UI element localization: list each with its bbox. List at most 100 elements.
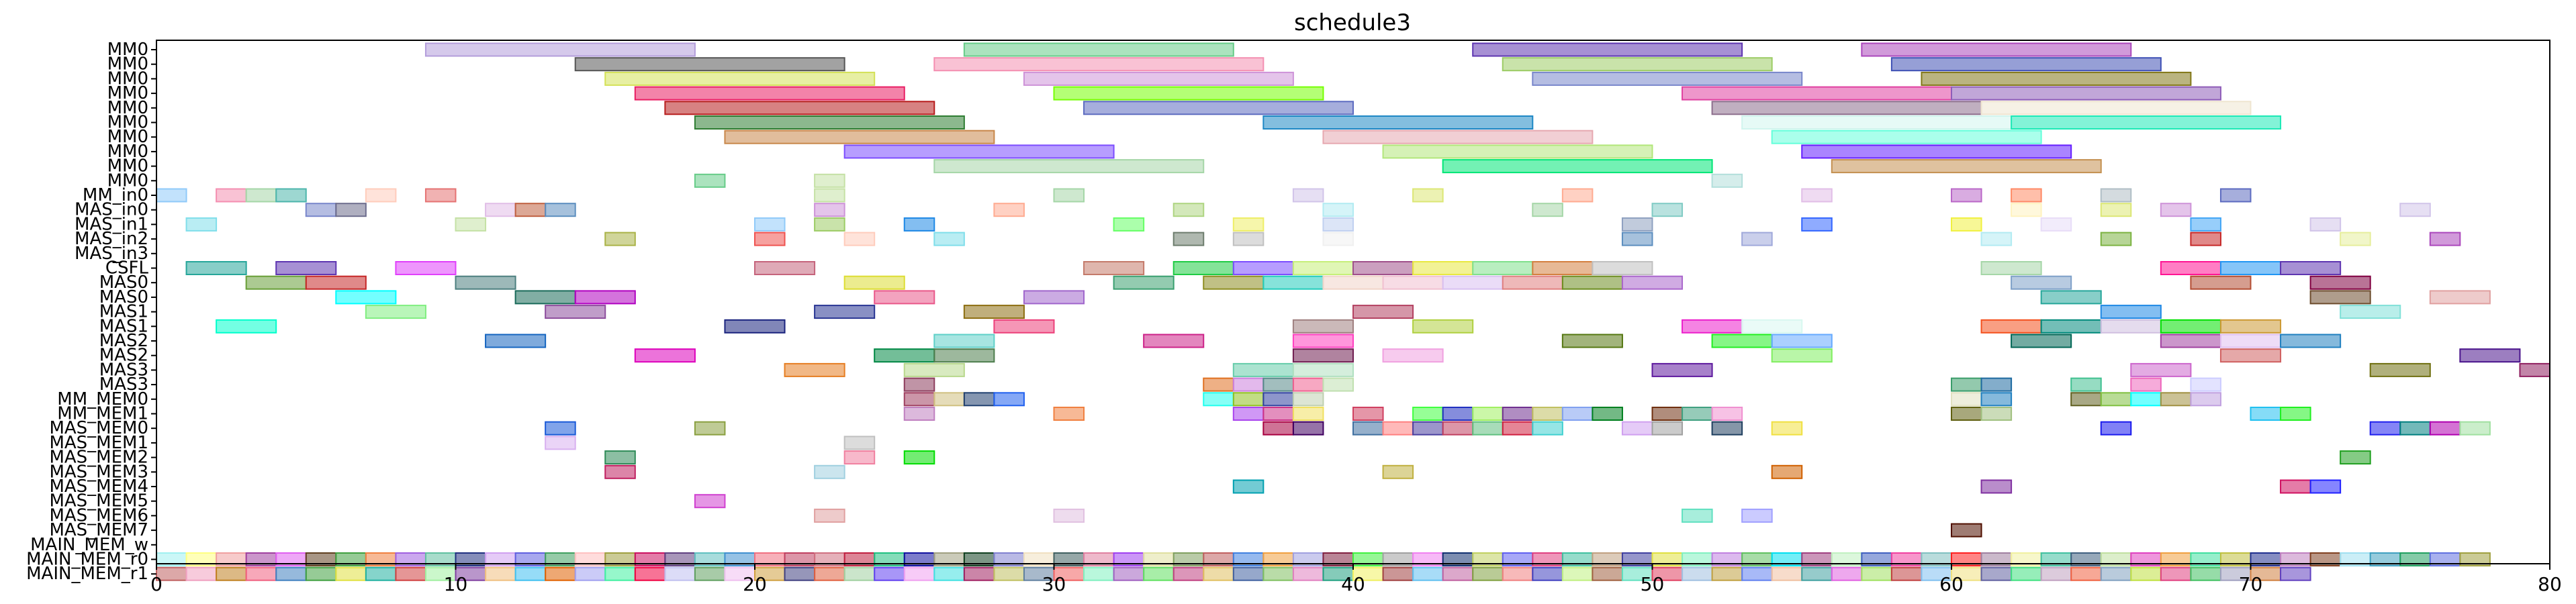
bar-228 (545, 421, 576, 436)
bar-185 (1262, 377, 1294, 392)
bars-layer (156, 42, 2550, 581)
bar-352 (335, 566, 367, 581)
bar-50 (2100, 188, 2132, 203)
bar-37 (216, 188, 247, 203)
bar-84 (933, 232, 965, 246)
bar-373 (963, 566, 995, 581)
bar-141 (2100, 305, 2162, 319)
bar-42 (814, 188, 845, 203)
bar-48 (1951, 188, 1982, 203)
bar-230 (1262, 421, 1294, 436)
bar-161 (1771, 334, 1833, 348)
bar-239 (1621, 421, 1653, 436)
bar-73 (1232, 217, 1264, 232)
bar-250 (604, 450, 636, 465)
bar-90 (1980, 232, 2013, 246)
bar-75 (1621, 217, 1653, 232)
bar-381 (1203, 566, 1234, 581)
bar-408 (2011, 566, 2042, 581)
bar-238 (1532, 421, 1563, 436)
bar-1 (963, 42, 1234, 57)
bar-17 (1083, 101, 1354, 115)
bar-81 (604, 232, 636, 246)
bar-192 (2190, 377, 2221, 392)
bar-122 (1502, 275, 1563, 290)
bar-393 (1561, 566, 1594, 581)
bar-251 (843, 450, 876, 465)
bar-186 (1292, 377, 1324, 392)
bar-6 (1502, 57, 1773, 72)
x-tick-label: 50 (1641, 573, 1665, 595)
bar-231 (1292, 421, 1324, 436)
bar-54 (485, 203, 516, 217)
bar-196 (993, 392, 1025, 407)
bar-348 (216, 566, 247, 581)
bar-164 (2219, 334, 2282, 348)
bar-168 (933, 348, 995, 363)
bar-87 (1322, 232, 1354, 246)
bar-95 (185, 261, 247, 275)
bar-107 (1592, 261, 1653, 275)
bar-368 (814, 566, 845, 581)
bar-18 (1711, 101, 1982, 115)
bar-25 (1322, 130, 1594, 144)
bar-26 (1771, 130, 2042, 144)
bar-120 (1382, 275, 1444, 290)
bar-12 (634, 86, 905, 101)
bar-260 (2280, 479, 2311, 494)
bar-121 (1442, 275, 1504, 290)
bar-246 (2429, 421, 2461, 436)
bar-222 (1682, 407, 1713, 421)
bar-378 (1113, 566, 1145, 581)
bar-39 (275, 188, 307, 203)
bar-242 (1771, 421, 1803, 436)
bar-263 (814, 508, 845, 523)
bar-241 (1711, 421, 1743, 436)
bar-358 (514, 566, 547, 581)
y-tick-label: MAS_MEM5 (49, 491, 148, 511)
bar-256 (1382, 464, 1414, 479)
bar-133 (2040, 290, 2102, 305)
y-tick-label: MAS_MEM6 (49, 505, 148, 525)
bar-211 (1262, 407, 1294, 421)
bar-91 (2100, 232, 2132, 246)
bar-5 (933, 57, 1264, 72)
bar-360 (574, 566, 606, 581)
bar-55 (514, 203, 547, 217)
bar-390 (1472, 566, 1504, 581)
bar-111 (2280, 261, 2342, 275)
bar-397 (1682, 566, 1713, 581)
bar-187 (1322, 377, 1354, 392)
bar-389 (1442, 566, 1474, 581)
bar-412 (2130, 566, 2162, 581)
bar-234 (1412, 421, 1444, 436)
bar-119 (1322, 275, 1384, 290)
bar-374 (993, 566, 1025, 581)
bar-11 (1921, 71, 2192, 86)
bar-152 (2100, 319, 2162, 334)
bar-31 (1442, 159, 1713, 174)
bar-210 (1232, 407, 1264, 421)
bar-61 (1532, 203, 1563, 217)
y-tick-label: MAS_MEM4 (49, 476, 148, 497)
bar-116 (1113, 275, 1175, 290)
bar-144 (724, 319, 786, 334)
bar-394 (1592, 566, 1623, 581)
bar-38 (245, 188, 277, 203)
bar-0 (424, 42, 696, 57)
bar-14 (1682, 86, 1953, 101)
bar-102 (1292, 261, 1354, 275)
bar-124 (1621, 275, 1684, 290)
bar-143 (216, 319, 277, 334)
y-tick-label: MAS_in0 (75, 200, 148, 220)
bar-411 (2100, 566, 2132, 581)
bar-83 (843, 232, 876, 246)
bar-82 (754, 232, 786, 246)
bar-148 (1682, 319, 1743, 334)
bar-74 (1322, 217, 1354, 232)
bar-247 (2459, 421, 2491, 436)
bar-33 (694, 173, 726, 188)
bar-76 (1801, 217, 1833, 232)
bar-216 (1472, 407, 1504, 421)
bar-158 (1292, 334, 1354, 348)
